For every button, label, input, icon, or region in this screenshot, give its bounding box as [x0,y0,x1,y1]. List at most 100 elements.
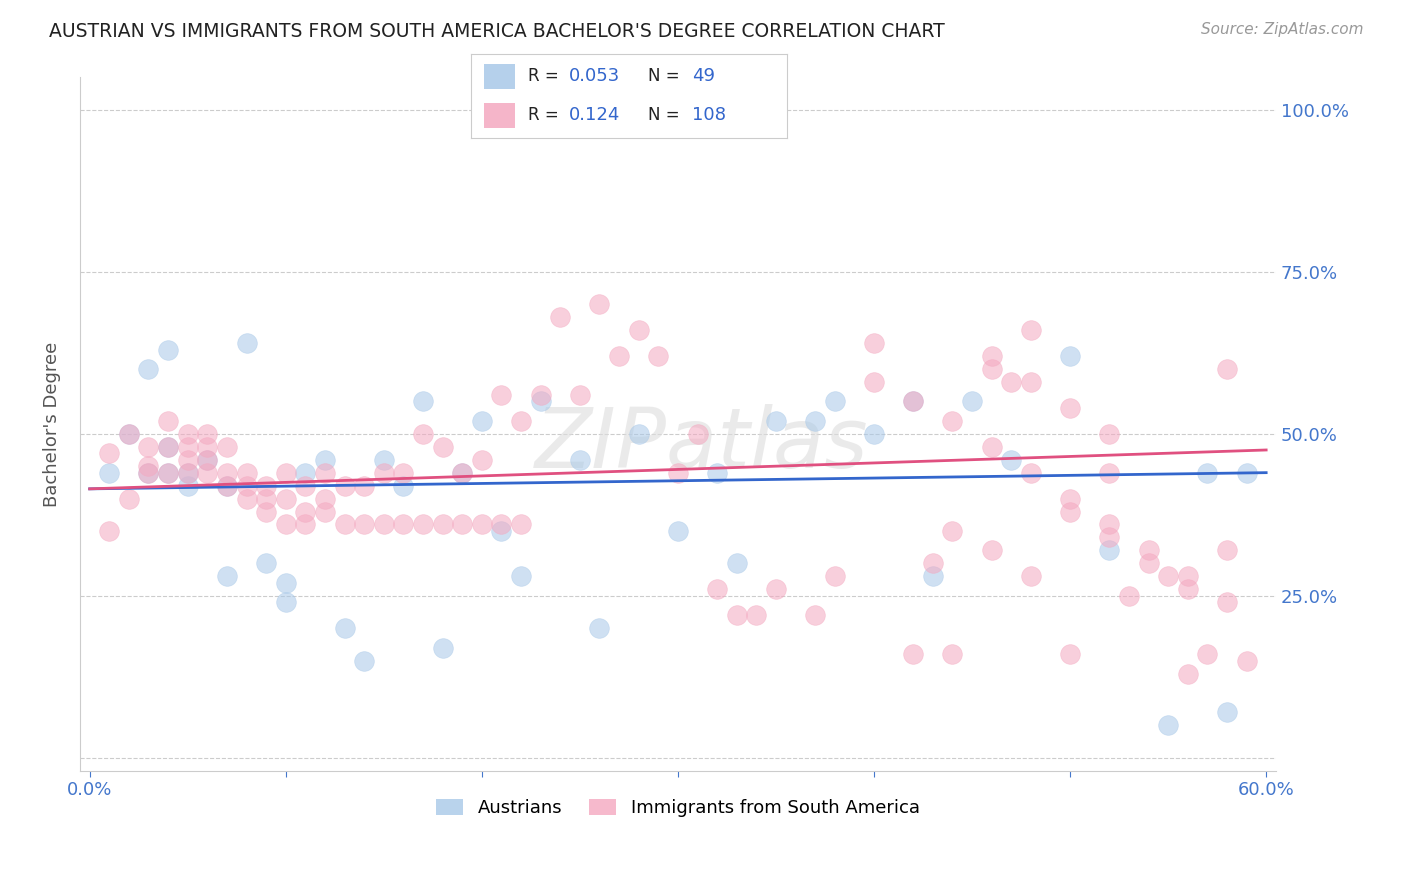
Point [1177,666,1199,681]
Point [294,466,316,480]
Text: 108: 108 [693,106,727,124]
Point [1137,543,1160,558]
Point [353,654,375,668]
Point [215,466,238,480]
Point [666,524,689,538]
Point [980,440,1002,454]
Text: 49: 49 [693,67,716,85]
Text: 0.124: 0.124 [569,106,620,124]
Point [588,621,610,635]
Point [804,414,827,428]
Point [1059,504,1081,518]
Text: N =: N = [648,67,685,85]
Point [177,478,200,492]
Point [138,466,160,480]
Text: R =: R = [529,106,564,124]
Point [195,452,218,467]
Point [471,452,494,467]
Point [1059,349,1081,363]
Point [1216,706,1239,720]
Point [314,466,336,480]
Point [451,466,474,480]
Point [1177,582,1199,597]
Text: N =: N = [648,106,685,124]
Point [157,414,180,428]
Point [647,349,669,363]
Point [765,582,787,597]
Point [1019,569,1042,583]
Text: R =: R = [529,67,564,85]
Point [118,426,141,441]
Point [627,426,650,441]
Point [1216,595,1239,609]
Point [118,491,141,506]
Point [215,440,238,454]
Point [627,323,650,337]
Point [804,608,827,623]
Point [530,394,553,409]
Point [706,466,728,480]
Point [1197,466,1219,480]
Point [1098,517,1121,532]
Point [274,595,297,609]
Point [98,446,121,460]
Point [235,491,257,506]
Point [138,459,160,474]
Point [1000,375,1022,389]
Point [274,517,297,532]
Point [903,394,925,409]
Point [274,466,297,480]
Bar [484,103,516,128]
Point [392,466,415,480]
Point [510,414,533,428]
Text: Source: ZipAtlas.com: Source: ZipAtlas.com [1201,22,1364,37]
Point [765,414,787,428]
Point [510,517,533,532]
Text: 0.053: 0.053 [569,67,620,85]
Point [215,478,238,492]
Point [373,466,395,480]
Point [921,569,943,583]
Point [903,647,925,661]
Point [353,478,375,492]
Point [980,362,1002,376]
Point [568,388,591,402]
Point [491,388,513,402]
Point [863,336,886,351]
Point [568,452,591,467]
Point [177,466,200,480]
Point [491,517,513,532]
Point [471,517,494,532]
Point [706,582,728,597]
Point [1059,647,1081,661]
Point [980,543,1002,558]
Point [1098,543,1121,558]
Point [1019,375,1042,389]
Point [333,478,356,492]
Point [980,349,1002,363]
Point [333,517,356,532]
Point [177,452,200,467]
Point [588,297,610,311]
Y-axis label: Bachelor's Degree: Bachelor's Degree [44,342,60,507]
Point [373,452,395,467]
Point [471,414,494,428]
Point [607,349,630,363]
Point [215,478,238,492]
Point [1098,531,1121,545]
Point [235,466,257,480]
Point [195,452,218,467]
Point [138,362,160,376]
Point [432,517,454,532]
Point [1098,466,1121,480]
Point [157,440,180,454]
Point [353,517,375,532]
Text: AUSTRIAN VS IMMIGRANTS FROM SOUTH AMERICA BACHELOR'S DEGREE CORRELATION CHART: AUSTRIAN VS IMMIGRANTS FROM SOUTH AMERIC… [49,22,945,41]
Point [1137,557,1160,571]
Point [138,440,160,454]
Point [548,310,571,325]
Point [1216,543,1239,558]
Point [157,466,180,480]
Point [941,414,963,428]
Point [1236,654,1258,668]
